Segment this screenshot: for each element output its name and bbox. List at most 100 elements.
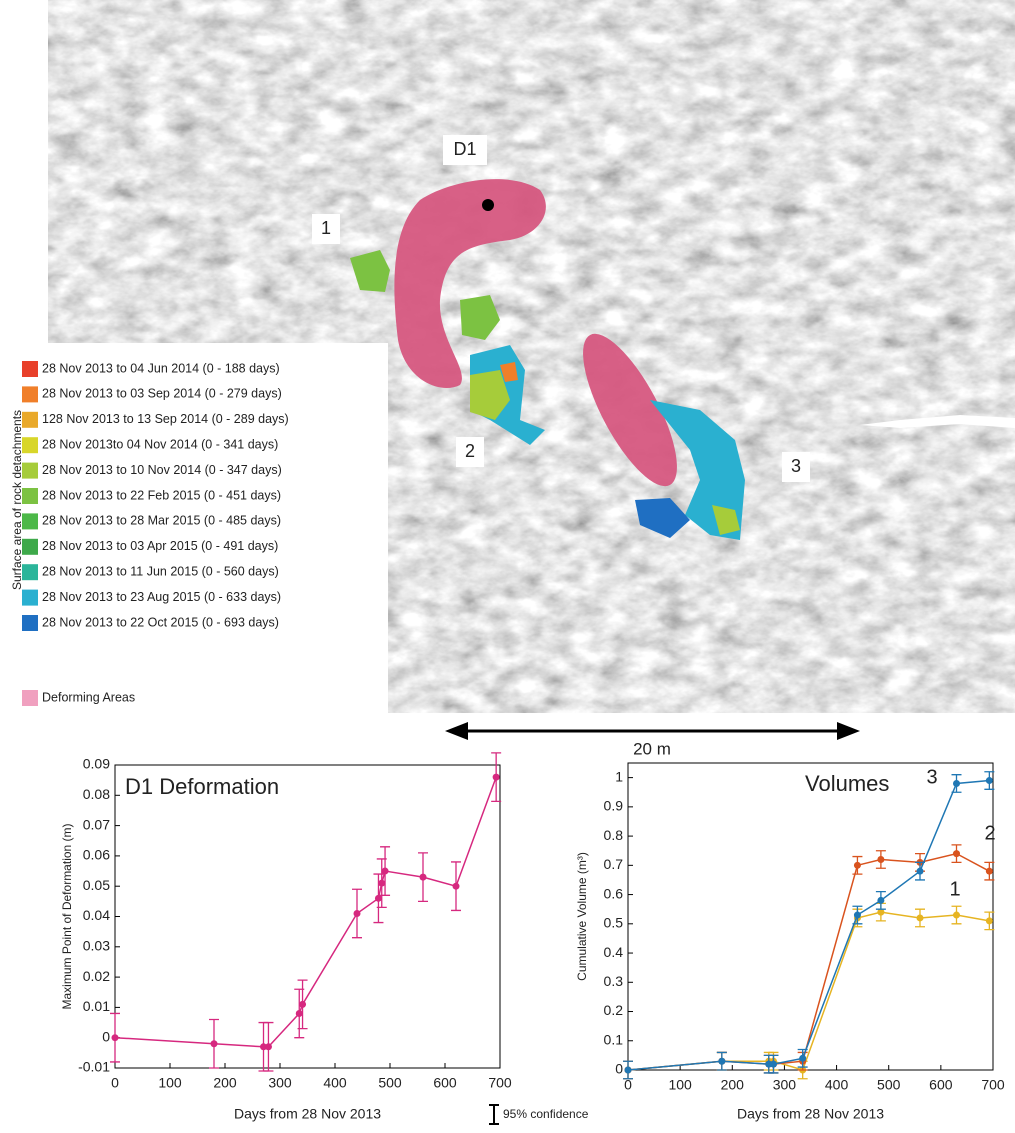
data-point — [211, 1040, 218, 1047]
data-line — [115, 777, 496, 1047]
legend-swatch — [22, 463, 38, 479]
legend-swatch — [22, 513, 38, 529]
legend-label: 28 Nov 2013 to 03 Sep 2014 (0 - 279 days… — [42, 387, 282, 401]
y-tick-label: 0.5 — [604, 915, 624, 931]
legend-swatch — [22, 488, 38, 504]
legend-swatch — [22, 539, 38, 555]
y-axis-label: Maximum Point of Deformation (m) — [60, 823, 74, 1009]
y-axis-label: Cumulative Volume (m³) — [575, 852, 589, 981]
legend-label: 28 Nov 2013 to 03 Apr 2015 (0 - 491 days… — [42, 539, 278, 553]
x-tick-label: 600 — [929, 1077, 953, 1093]
x-tick-label: 100 — [158, 1075, 182, 1091]
ci-icon — [489, 1105, 499, 1124]
x-axis-label: Days from 28 Nov 2013 — [737, 1106, 884, 1122]
legend-swatch — [22, 564, 38, 580]
footnote: 95% confidence — [489, 1105, 589, 1124]
x-tick-label: 100 — [668, 1077, 692, 1093]
y-tick-label: 0 — [615, 1061, 623, 1077]
y-tick-label: 0.7 — [604, 856, 624, 872]
data-point — [854, 862, 861, 869]
data-point — [986, 868, 993, 875]
y-tick-label: 1 — [615, 768, 623, 784]
data-line — [628, 854, 989, 1070]
y-tick-label: 0.8 — [604, 827, 624, 843]
y-tick-label: 0.09 — [83, 756, 110, 772]
data-point — [917, 868, 924, 875]
chart-title: Volumes — [805, 771, 889, 796]
legend-label: 28 Nov 2013 to 23 Aug 2015 (0 - 633 days… — [42, 590, 281, 604]
data-point — [953, 850, 960, 857]
plot-frame — [115, 765, 500, 1068]
data-point — [986, 777, 993, 784]
y-tick-label: 0.04 — [83, 907, 110, 923]
chart-title: D1 Deformation — [125, 774, 279, 799]
d1-point — [482, 199, 494, 211]
y-tick-label: 0.05 — [83, 877, 110, 893]
x-tick-label: 200 — [213, 1075, 237, 1091]
data-point — [953, 780, 960, 787]
x-tick-label: 500 — [378, 1075, 402, 1091]
series-label: 3 — [926, 766, 937, 788]
scale-bar: 20 m — [445, 722, 860, 758]
y-tick-label: 0.03 — [83, 938, 110, 954]
data-point — [493, 774, 500, 781]
y-tick-label: 0.01 — [83, 998, 110, 1014]
x-tick-label: 400 — [825, 1077, 849, 1093]
legend-label: 128 Nov 2013 to 13 Sep 2014 (0 - 289 day… — [42, 412, 289, 426]
legend-swatch — [22, 386, 38, 402]
x-tick-label: 700 — [488, 1075, 512, 1091]
data-point — [799, 1055, 806, 1062]
x-tick-label: 200 — [721, 1077, 745, 1093]
data-point — [265, 1043, 272, 1050]
footnote-text: 95% confidence — [503, 1107, 589, 1121]
data-line — [628, 912, 989, 1070]
data-point — [112, 1034, 119, 1041]
legend-label: 28 Nov 2013 to 22 Oct 2015 (0 - 693 days… — [42, 615, 279, 629]
legend-swatch — [22, 690, 38, 706]
data-point — [718, 1058, 725, 1065]
chart: 00.10.20.30.40.50.60.70.80.9101002003004… — [575, 763, 1005, 1122]
legend-label: 28 Nov 2013 to 22 Feb 2015 (0 - 451 days… — [42, 488, 281, 502]
legend-swatch — [22, 590, 38, 606]
figure: D1 1 2 3 Surface area of rock detachment… — [0, 0, 1015, 1133]
legend-label: Deforming Areas — [42, 690, 135, 704]
x-tick-label: 300 — [773, 1077, 797, 1093]
data-point — [625, 1067, 632, 1074]
x-tick-label: 500 — [877, 1077, 901, 1093]
data-point — [917, 914, 924, 921]
legend-label: 28 Nov 2013 to 10 Nov 2014 (0 - 347 days… — [42, 463, 282, 477]
data-line — [628, 781, 989, 1070]
y-tick-label: 0.3 — [604, 973, 624, 989]
x-tick-label: 400 — [323, 1075, 347, 1091]
legend-swatch — [22, 361, 38, 377]
x-tick-label: 0 — [111, 1075, 119, 1091]
y-tick-label: 0.9 — [604, 798, 624, 814]
data-point — [378, 880, 385, 887]
data-point — [854, 912, 861, 919]
y-tick-label: 0.08 — [83, 786, 110, 802]
y-tick-label: 0.06 — [83, 847, 110, 863]
data-point — [453, 883, 460, 890]
y-tick-label: 0.2 — [604, 1002, 624, 1018]
legend-label: 28 Nov 2013to 04 Nov 2014 (0 - 341 days) — [42, 437, 278, 451]
series-label: 1 — [949, 878, 960, 900]
scale-label: 20 m — [633, 739, 671, 758]
y-tick-label: -0.01 — [78, 1059, 110, 1075]
data-point — [877, 856, 884, 863]
data-point — [296, 1010, 303, 1017]
data-point — [953, 912, 960, 919]
chart: -0.0100.010.020.030.040.050.060.070.080.… — [60, 753, 512, 1122]
x-tick-label: 700 — [981, 1077, 1005, 1093]
x-axis-label: Days from 28 Nov 2013 — [234, 1106, 381, 1122]
y-tick-label: 0.1 — [604, 1031, 624, 1047]
data-point — [770, 1061, 777, 1068]
legend-label: 28 Nov 2013 to 28 Mar 2015 (0 - 485 days… — [42, 514, 281, 528]
data-point — [354, 910, 361, 917]
data-point — [382, 868, 389, 875]
y-tick-label: 0.4 — [604, 944, 624, 960]
legend-label: 28 Nov 2013 to 04 Jun 2014 (0 - 188 days… — [42, 361, 280, 375]
y-tick-label: 0.6 — [604, 885, 624, 901]
map-label: 1 — [321, 218, 331, 238]
map-label: 2 — [465, 441, 475, 461]
data-point — [877, 897, 884, 904]
